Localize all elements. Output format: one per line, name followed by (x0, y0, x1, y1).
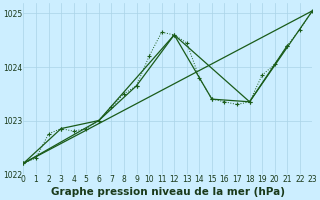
X-axis label: Graphe pression niveau de la mer (hPa): Graphe pression niveau de la mer (hPa) (51, 187, 285, 197)
